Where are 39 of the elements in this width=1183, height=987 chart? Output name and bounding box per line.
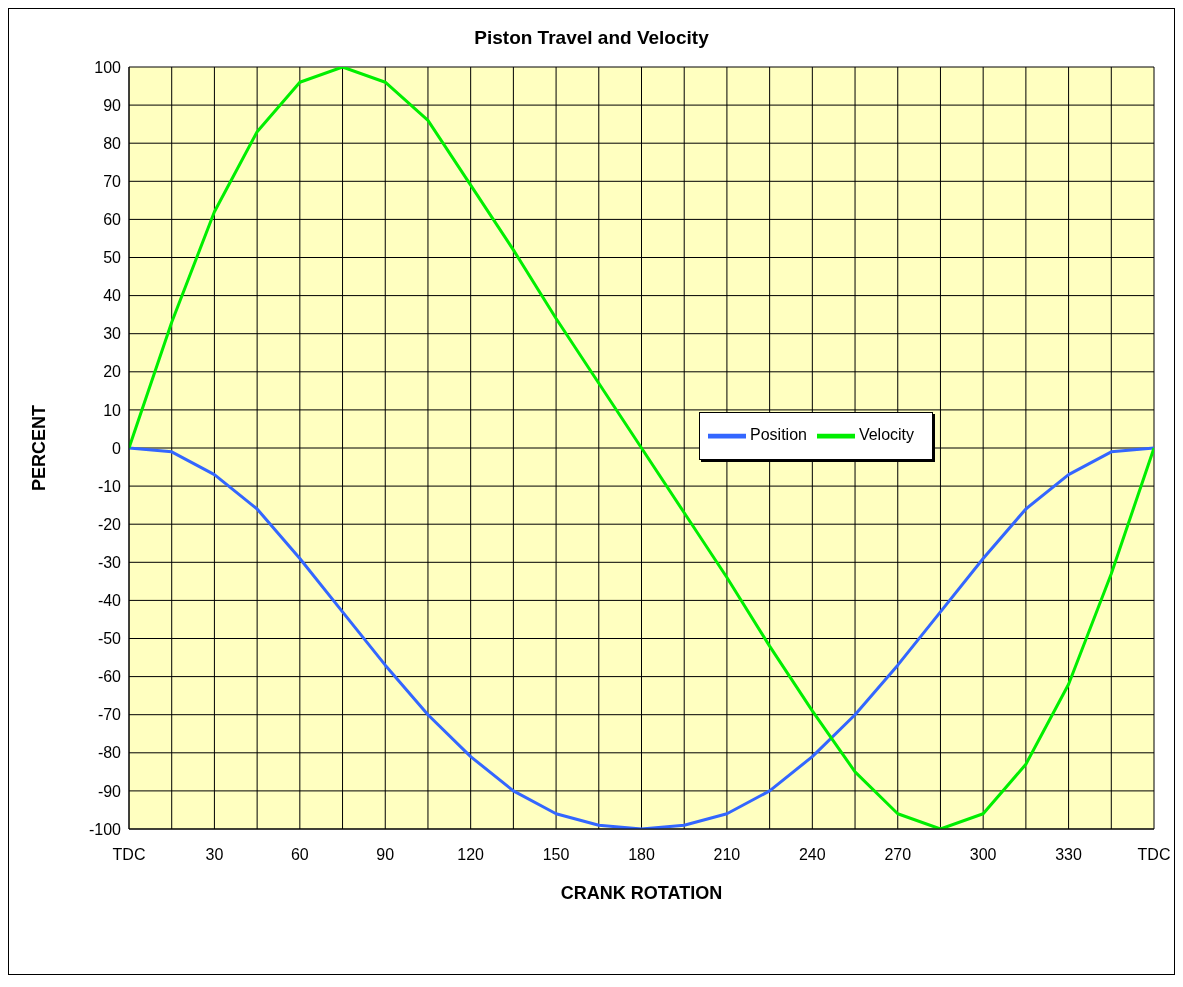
legend-label: Velocity [858, 426, 915, 444]
y-tick-label: 100 [94, 58, 122, 76]
y-tick-label: 50 [103, 249, 122, 267]
y-tick-label: 60 [103, 211, 122, 229]
y-tick-label: 70 [103, 172, 122, 190]
x-tick-label: TDC [112, 846, 146, 864]
x-tick-label: 60 [290, 846, 309, 864]
y-tick-label: -90 [97, 782, 122, 800]
y-tick-label: 90 [103, 96, 122, 114]
x-tick-label: 330 [1055, 846, 1083, 864]
y-tick-label: 80 [103, 134, 122, 152]
chart-title: Piston Travel and Velocity [473, 26, 710, 50]
x-tick-label: 90 [376, 846, 395, 864]
y-tick-label: -30 [97, 553, 122, 571]
y-tick-label: 20 [103, 363, 122, 381]
y-tick-label: 40 [103, 287, 122, 305]
x-tick-label: 120 [457, 846, 485, 864]
y-tick-label: 10 [103, 401, 122, 419]
x-tick-label: 270 [884, 846, 912, 864]
x-tick-label: 240 [798, 846, 826, 864]
x-tick-label: 300 [969, 846, 997, 864]
y-tick-label: -60 [97, 668, 122, 686]
x-tick-label: 180 [628, 846, 655, 864]
x-axis-title: CRANK ROTATION [560, 883, 723, 903]
legend-label: Position [750, 426, 807, 444]
y-tick-label: -20 [97, 515, 122, 533]
y-tick-label: 30 [103, 325, 122, 343]
y-tick-label: -50 [97, 630, 122, 648]
y-tick-label: -10 [97, 477, 122, 495]
x-tick-label: 30 [205, 846, 224, 864]
y-tick-label: -70 [97, 706, 122, 724]
y-tick-label: 0 [112, 439, 122, 457]
y-tick-label: -100 [88, 820, 122, 838]
y-tick-label: -80 [97, 744, 122, 762]
y-tick-label: -40 [97, 592, 122, 610]
y-axis-title: PERCENT [29, 404, 50, 492]
x-tick-label: 150 [542, 846, 570, 864]
x-tick-label: 210 [713, 846, 741, 864]
x-tick-label: TDC [1137, 846, 1171, 864]
